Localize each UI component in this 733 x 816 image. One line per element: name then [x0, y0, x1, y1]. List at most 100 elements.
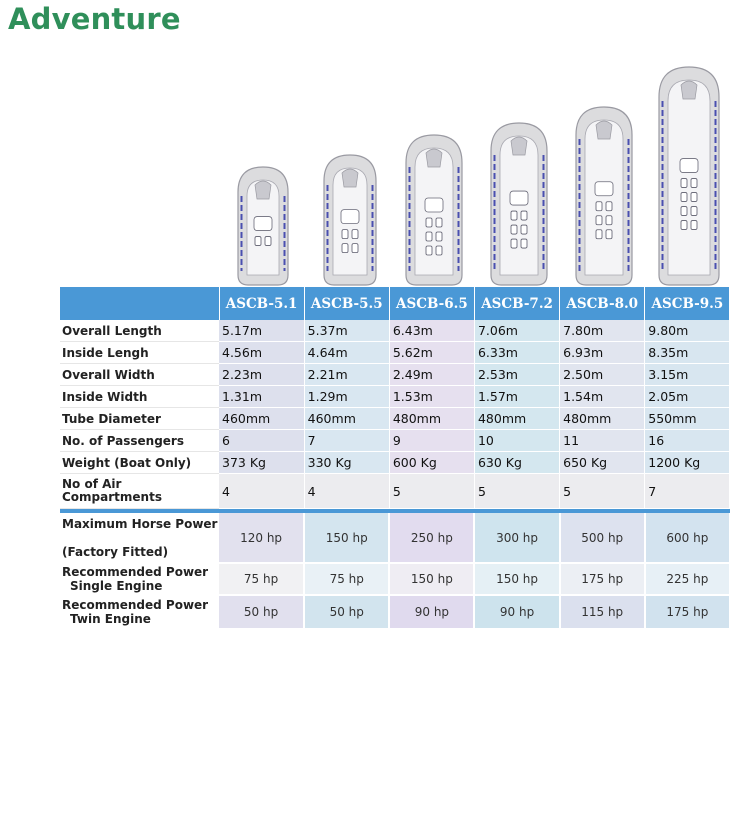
table-row: Recommended Power Twin Engine 50 hp 50 hp 90…	[60, 595, 731, 630]
power-value: 500 hp	[559, 513, 646, 564]
boat-icon	[490, 122, 548, 286]
model-header: ASCB-5.5	[304, 287, 390, 320]
model-header: ASCB-8.0	[559, 287, 646, 320]
boat-icon	[237, 166, 289, 286]
spec-value: 7	[304, 429, 390, 452]
row-label: Recommended Power Twin Engine	[60, 595, 219, 629]
power-value: 600 hp	[644, 513, 731, 564]
spec-value: 600 Kg	[389, 451, 475, 474]
power-value: 120 hp	[219, 513, 306, 564]
row-label: No. of Passengers	[60, 429, 219, 452]
row-label: Overall Length	[60, 320, 219, 342]
table-row: Inside Lengh 4.56m 4.64m 5.62m 6.33m 6.93m 8.3…	[60, 341, 731, 364]
table-row: Overall Width 2.23m 2.21m 2.49m 2.53m 2.50m 3.…	[60, 363, 731, 386]
spec-value: 5	[559, 473, 646, 509]
spec-value: 7	[644, 473, 731, 509]
spec-value: 16	[644, 429, 731, 452]
power-value: 75 hp	[219, 563, 306, 596]
spec-value: 1200 Kg	[644, 451, 731, 474]
power-value: 175 hp	[644, 595, 731, 630]
spec-value: 5	[474, 473, 561, 509]
spec-value: 1.31m	[219, 385, 305, 408]
table-row: Overall Length 5.17m 5.37m 6.43m 7.06m 7.80m 9…	[60, 320, 731, 342]
spec-value: 5.62m	[389, 341, 475, 364]
power-value: 150 hp	[304, 513, 391, 564]
spec-value: 480mm	[389, 407, 475, 430]
table-row: Maximum Horse Power (Factory Fitted) 120 h…	[60, 513, 731, 564]
spec-value: 6.43m	[389, 320, 475, 342]
table-row: No. of Passengers 6 7 9 10 11 16	[60, 429, 731, 452]
row-label-line: No of Air	[62, 477, 122, 491]
power-value: 300 hp	[474, 513, 561, 564]
row-label: Inside Lengh	[60, 341, 219, 364]
spec-value: 2.50m	[559, 363, 646, 386]
spec-value: 373 Kg	[219, 451, 305, 474]
spec-value: 9.80m	[644, 320, 731, 342]
spec-value: 10	[474, 429, 561, 452]
spec-value: 460mm	[304, 407, 390, 430]
spec-value: 6.33m	[474, 341, 561, 364]
row-label-line: Compartments	[62, 490, 162, 504]
boat-icon	[575, 106, 633, 286]
spec-value: 2.05m	[644, 385, 731, 408]
spec-value: 5	[389, 473, 475, 509]
spec-value: 1.57m	[474, 385, 561, 408]
separator-bar	[60, 508, 730, 513]
spec-value: 4.64m	[304, 341, 390, 364]
spec-value: 4	[219, 473, 305, 509]
power-value: 225 hp	[644, 563, 731, 596]
spec-value: 1.53m	[389, 385, 475, 408]
spec-value: 1.54m	[559, 385, 646, 408]
row-label-line: Maximum Horse Power	[62, 517, 218, 531]
table-row: Inside Width 1.31m 1.29m 1.53m 1.57m 1.54m 2.0…	[60, 385, 731, 408]
spec-value: 7.80m	[559, 320, 646, 342]
spec-value: 6	[219, 429, 305, 452]
row-label: Overall Width	[60, 363, 219, 386]
boat-icon	[323, 154, 377, 286]
model-header: ASCB-5.1	[219, 287, 305, 320]
spec-value: 2.21m	[304, 363, 390, 386]
spec-value: 11	[559, 429, 646, 452]
row-label-line: Recommended Power	[62, 598, 209, 612]
spec-value: 6.93m	[559, 341, 646, 364]
boat-icon	[658, 66, 720, 286]
spec-value: 480mm	[559, 407, 646, 430]
spec-value: 7.06m	[474, 320, 561, 342]
boat-illustrations	[220, 55, 730, 287]
row-label-line: Twin Engine	[70, 612, 151, 626]
table-row: Recommended Power Single Engine 75 hp 75 hp…	[60, 563, 731, 596]
spec-value: 2.53m	[474, 363, 561, 386]
power-value: 75 hp	[304, 563, 391, 596]
spec-value: 9	[389, 429, 475, 452]
row-label: No of Air Compartments	[60, 473, 219, 509]
row-label: Inside Width	[60, 385, 219, 408]
row-label-line: Single Engine	[70, 579, 163, 593]
row-label-line: Recommended Power	[62, 565, 209, 579]
spec-value: 8.35m	[644, 341, 731, 364]
separator-row	[60, 508, 730, 513]
spec-value: 480mm	[474, 407, 561, 430]
model-header: ASCB-6.5	[389, 287, 475, 320]
power-value: 250 hp	[389, 513, 476, 564]
model-header: ASCB-7.2	[474, 287, 561, 320]
power-value: 115 hp	[559, 595, 646, 630]
spec-value: 330 Kg	[304, 451, 390, 474]
power-value: 150 hp	[389, 563, 476, 596]
spec-value: 460mm	[219, 407, 305, 430]
spec-value: 2.49m	[389, 363, 475, 386]
header-label-cell	[60, 287, 220, 320]
power-value: 175 hp	[559, 563, 646, 596]
row-label: Tube Diameter	[60, 407, 219, 430]
spec-value: 4	[304, 473, 390, 509]
spec-value: 4.56m	[219, 341, 305, 364]
spec-value: 2.23m	[219, 363, 305, 386]
boat-icon	[405, 134, 463, 286]
power-value: 50 hp	[304, 595, 391, 630]
table-row: No of Air Compartments 4 4 5 5 5 7	[60, 473, 731, 509]
spec-value: 1.29m	[304, 385, 390, 408]
header-row: ASCB-5.1 ASCB-5.5 ASCB-6.5 ASCB-7.2 ASCB…	[60, 287, 731, 320]
spec-value: 3.15m	[644, 363, 731, 386]
power-value: 150 hp	[474, 563, 561, 596]
page-title: Adventure	[8, 2, 181, 36]
model-header: ASCB-9.5	[644, 287, 731, 320]
